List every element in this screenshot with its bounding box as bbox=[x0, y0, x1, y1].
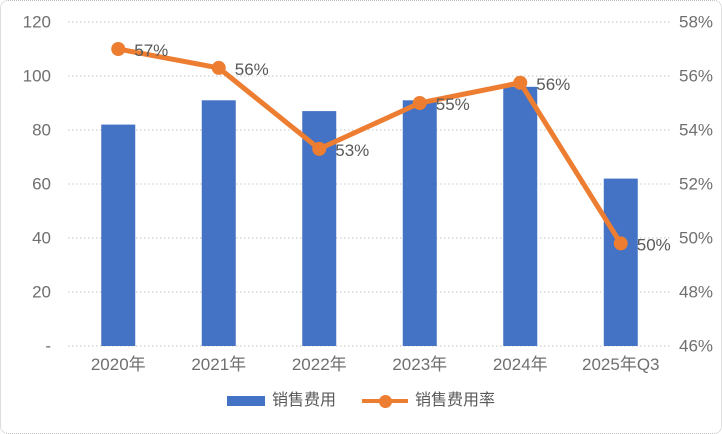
line-marker-2021年 bbox=[211, 60, 226, 75]
line-series-swatch-icon bbox=[362, 394, 408, 408]
x-axis-label: 2020年 bbox=[91, 355, 146, 374]
left-axis-tick: 60 bbox=[32, 175, 51, 194]
right-axis-tick: 58% bbox=[679, 13, 713, 32]
line-marker-2020年 bbox=[111, 42, 126, 56]
line-marker-2025年Q3 bbox=[613, 236, 628, 251]
x-axis-label: 2024年 bbox=[493, 355, 548, 374]
legend-label-line-series: 销售费用率 bbox=[415, 392, 496, 409]
data-label: 50% bbox=[637, 235, 671, 254]
bar-2025年Q3 bbox=[603, 178, 638, 346]
right-axis-tick: 50% bbox=[679, 229, 713, 248]
left-axis-tick: 100 bbox=[23, 67, 51, 86]
right-axis-tick: 52% bbox=[679, 175, 713, 194]
data-label: 56% bbox=[235, 60, 269, 79]
right-axis-tick: 54% bbox=[679, 121, 713, 140]
left-axis-tick: 40 bbox=[32, 229, 51, 248]
line-marker-2023年 bbox=[412, 96, 427, 110]
right-axis-tick: 48% bbox=[679, 283, 713, 302]
line-marker-2024年 bbox=[513, 75, 528, 90]
x-axis-label: 2022年 bbox=[292, 355, 347, 374]
legend-label-bar-series: 销售费用 bbox=[271, 392, 336, 409]
data-label: 55% bbox=[436, 95, 470, 114]
legend-item-bar-series: 销售费用 bbox=[226, 392, 336, 409]
left-axis-tick: 120 bbox=[23, 13, 51, 32]
left-axis-tick: - bbox=[45, 337, 51, 356]
line-series-path bbox=[115, 46, 624, 246]
line-marker-2022年 bbox=[312, 141, 327, 156]
right-axis-tick: 46% bbox=[679, 337, 713, 356]
x-axis-label: 2021年 bbox=[191, 355, 246, 374]
right-axis-tick: 56% bbox=[679, 67, 713, 86]
bar-2024年 bbox=[503, 86, 538, 347]
x-axis-label: 2025年Q3 bbox=[582, 355, 660, 374]
data-label: 56% bbox=[536, 75, 570, 94]
legend-item-line-series: 销售费用率 bbox=[362, 393, 495, 409]
chart-legend: 销售费用 销售费用率 bbox=[1, 393, 721, 409]
data-label: 57% bbox=[134, 41, 168, 60]
x-axis-label: 2023年 bbox=[392, 355, 447, 374]
left-axis-tick: 20 bbox=[32, 283, 51, 302]
bar-series-swatch-icon bbox=[226, 396, 265, 406]
data-label: 53% bbox=[335, 141, 369, 160]
left-axis-tick: 80 bbox=[32, 121, 51, 140]
bar-2023年 bbox=[402, 100, 437, 346]
bar-2021年 bbox=[201, 100, 236, 346]
bar-2020年 bbox=[101, 124, 136, 346]
